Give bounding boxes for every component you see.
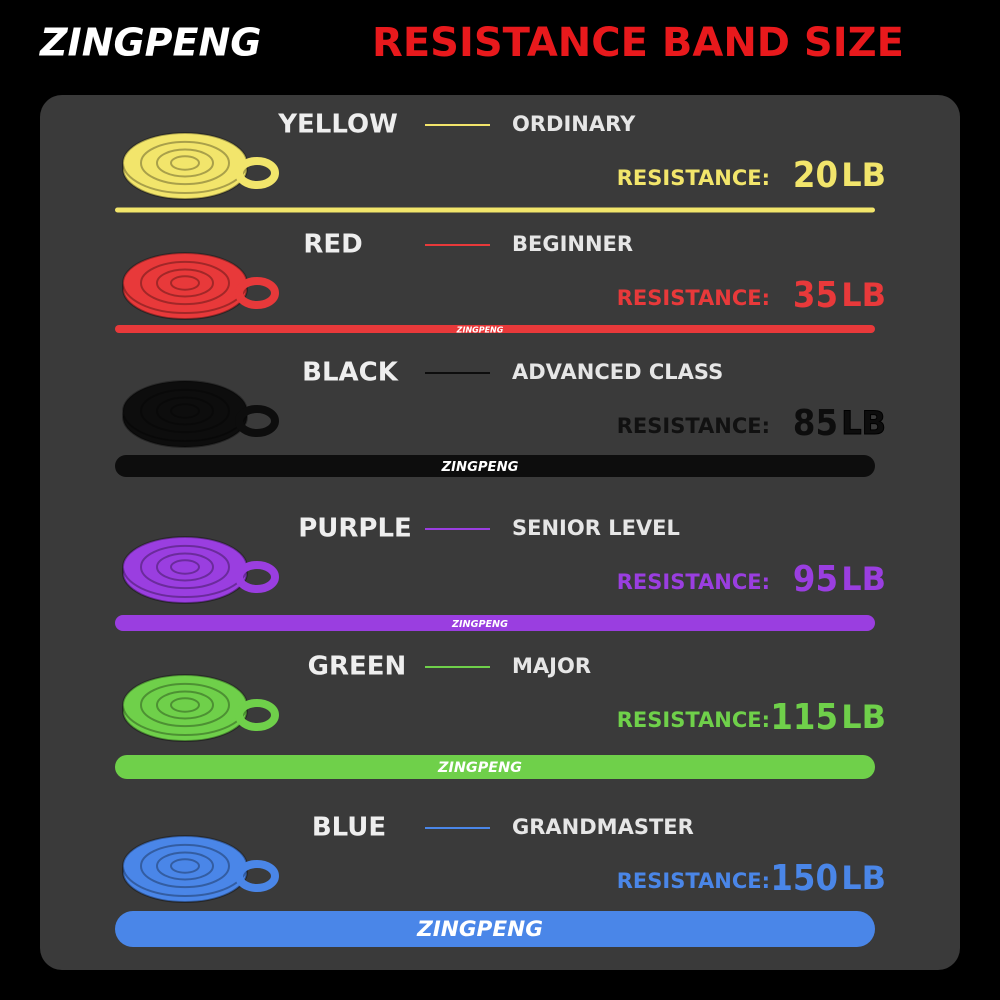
- band-loop: [235, 277, 279, 309]
- resistance-label: RESISTANCE:: [617, 869, 770, 893]
- band-coil-ring: [156, 851, 214, 881]
- value-unit: LB: [841, 698, 886, 736]
- band-coil-ring: [140, 260, 230, 306]
- panel: [40, 95, 960, 970]
- band-loop: [235, 561, 279, 593]
- band-coil-ring: [170, 275, 200, 291]
- band-coil-ring: [156, 396, 214, 426]
- level: ORDINARY: [512, 112, 636, 136]
- band-coil-ring: [170, 155, 200, 171]
- resistance-value: 85: [793, 403, 838, 444]
- band-loop: [235, 860, 279, 892]
- band-loop: [235, 699, 279, 731]
- band-coil-ring: [156, 690, 214, 720]
- resistance-value: 150: [770, 858, 838, 899]
- band-bar: [115, 455, 875, 477]
- band-bar: [115, 207, 875, 213]
- band-loop: [235, 157, 279, 189]
- bar-logo: ZINGPENG: [437, 760, 522, 776]
- band-coil-ring: [140, 843, 230, 889]
- level: ADVANCED CLASS: [512, 360, 723, 384]
- band-coil-ring: [170, 559, 200, 575]
- band-coil-ring: [170, 403, 200, 419]
- color-name: BLACK: [302, 358, 399, 388]
- resistance-value: 20: [793, 155, 838, 196]
- bar-logo: ZINGPENG: [441, 460, 519, 475]
- value-unit: LB: [841, 276, 886, 314]
- bar-logo: ZINGPENG: [416, 917, 543, 942]
- value-unit: LB: [841, 156, 886, 194]
- level: SENIOR LEVEL: [512, 516, 680, 540]
- color-name: GREEN: [308, 652, 407, 682]
- band-coil-ring: [170, 697, 200, 713]
- resistance-value: 95: [793, 559, 838, 600]
- band-coil-ring: [140, 388, 230, 434]
- color-name: RED: [303, 230, 362, 260]
- resistance-label: RESISTANCE:: [617, 286, 770, 310]
- level: MAJOR: [512, 654, 591, 678]
- color-name: BLUE: [312, 813, 386, 843]
- resistance-label: RESISTANCE:: [617, 570, 770, 594]
- level: BEGINNER: [512, 232, 633, 256]
- bar-logo: ZINGPENG: [451, 619, 508, 630]
- band-coil-ring: [156, 148, 214, 178]
- title: RESISTANCE BAND SIZE: [372, 20, 904, 66]
- band-coil-ring: [140, 682, 230, 728]
- band-bar: [115, 325, 875, 333]
- resistance-label: RESISTANCE:: [617, 166, 770, 190]
- bar-logo: ZINGPENG: [456, 326, 504, 335]
- band-bar: [115, 911, 875, 947]
- value-unit: LB: [841, 560, 886, 598]
- band-loop: [235, 405, 279, 437]
- band-coil-ring: [140, 544, 230, 590]
- resistance-label: RESISTANCE:: [617, 708, 770, 732]
- band-bar: [115, 755, 875, 779]
- band-coil-ring: [156, 268, 214, 298]
- level: GRANDMASTER: [512, 815, 694, 839]
- brand-logo: ZINGPENG: [39, 21, 262, 65]
- value-unit: LB: [841, 404, 886, 442]
- color-name: PURPLE: [298, 514, 412, 544]
- color-name: YELLOW: [277, 110, 398, 140]
- resistance-value: 35: [793, 275, 838, 316]
- band-coil-ring: [140, 140, 230, 186]
- band-coil-ring: [156, 552, 214, 582]
- band-coil-ring: [170, 858, 200, 874]
- resistance-value: 115: [770, 697, 838, 738]
- value-unit: LB: [841, 859, 886, 897]
- resistance-label: RESISTANCE:: [617, 414, 770, 438]
- band-bar: [115, 615, 875, 631]
